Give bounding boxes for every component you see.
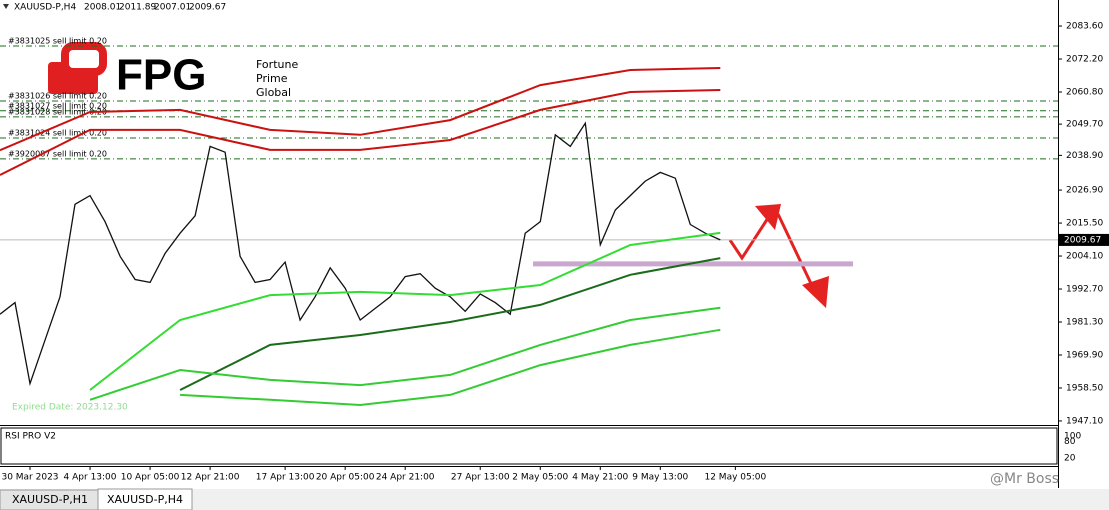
band-line <box>180 328 721 407</box>
order-label: #3831027 sell limit 0.20 <box>8 101 107 110</box>
tab-label[interactable]: XAUUSD-P,H1 <box>12 493 88 506</box>
y-tick-label: 2026.90 <box>1066 186 1103 196</box>
order-label: #3831025 sell limit 0.20 <box>8 37 107 46</box>
logo-mark: FPG <box>116 51 206 100</box>
y-tick-label: 1947.10 <box>1066 416 1103 426</box>
order-label: #3831026 sell limit 0.20 <box>8 91 107 100</box>
x-tick-label: 27 Apr 13:00 <box>451 473 510 483</box>
price-line <box>0 121 721 387</box>
x-tick-label: 17 Apr 13:00 <box>256 473 315 483</box>
x-tick-label: 10 Apr 05:00 <box>121 473 180 483</box>
rsi-tick-label: 20 <box>1064 454 1076 464</box>
y-tick-label: 2004.10 <box>1066 252 1103 262</box>
logo-icon <box>61 42 107 76</box>
x-tick-label: 30 Mar 2023 <box>1 473 58 483</box>
arrow-down <box>776 213 817 293</box>
header-close: 2009.67 <box>189 3 226 13</box>
order-label: #3831028 sell limit 0.20 <box>8 107 107 116</box>
y-tick-label: 1969.90 <box>1066 350 1103 360</box>
arrow-up <box>728 217 770 261</box>
bid-label: 2009.67 <box>1064 235 1101 245</box>
band-line <box>89 306 721 401</box>
x-tick-label: 4 May 21:00 <box>572 473 628 483</box>
tab-bar-bg <box>0 489 1109 510</box>
band-line <box>89 231 721 391</box>
arrow-head <box>802 276 829 308</box>
x-tick-label: 12 May 05:00 <box>704 473 766 483</box>
tab-bar: XAUUSD-P,H1 XAUUSD-P,H4 <box>0 488 1109 510</box>
indicator-name: RSI PRO V2 <box>5 432 56 442</box>
header-open: 2008.01 <box>84 3 121 13</box>
x-tick-label: 20 Apr 05:00 <box>316 473 375 483</box>
bid-box <box>1059 233 1109 246</box>
band-line <box>0 89 721 176</box>
y-tick-label: 2015.50 <box>1066 219 1103 229</box>
y-tick-label: 2072.20 <box>1066 55 1103 65</box>
y-tick-label: 2060.80 <box>1066 88 1103 98</box>
header-icon <box>3 4 9 9</box>
logo: FPG Fortune Prime Global <box>48 42 298 100</box>
y-tick-label: 1958.50 <box>1066 383 1103 393</box>
rsi-tick-label: 100 <box>1064 432 1081 442</box>
arrow-head <box>755 204 781 230</box>
header-high: 2011.89 <box>119 3 156 13</box>
tab-label[interactable]: XAUUSD-P,H4 <box>107 493 183 506</box>
x-tick-label: 2 May 05:00 <box>512 473 568 483</box>
logo-line: Fortune <box>256 58 298 71</box>
rsi-panel <box>0 427 1058 465</box>
order-label: #3831024 sell limit 0.20 <box>8 129 107 138</box>
tab[interactable] <box>97 488 193 510</box>
arrows <box>728 204 829 308</box>
logo-line: Global <box>256 86 291 99</box>
band-line <box>179 257 721 391</box>
band-line <box>0 67 721 152</box>
x-tick-label: 12 Apr 21:00 <box>181 473 240 483</box>
logo-line: Prime <box>256 72 288 85</box>
y-tick-label: 2083.60 <box>1066 22 1103 32</box>
rsi-tick-label: 80 <box>1064 437 1076 447</box>
header-low: 2007.01 <box>154 3 191 13</box>
x-tick-label: 24 Apr 21:00 <box>376 473 435 483</box>
x-tick-label: 9 May 13:00 <box>632 473 688 483</box>
y-tick-label: 2038.90 <box>1066 151 1103 161</box>
y-tick-label: 1981.30 <box>1066 318 1103 328</box>
expiry-note: Expired Date: 2023.12.30 <box>12 403 128 413</box>
symbol: XAUUSD-P,H4 <box>14 3 76 13</box>
y-tick-label: 2049.70 <box>1066 120 1103 130</box>
watermark: @Mr Boss <box>990 471 1059 487</box>
x-tick-label: 4 Apr 13:00 <box>64 473 117 483</box>
y-tick-label: 1992.70 <box>1066 285 1103 295</box>
order-label: #3920087 sell limit 0.20 <box>8 149 107 158</box>
header: XAUUSD-P,H4 2008.01 2011.89 2007.01 2009… <box>3 3 226 13</box>
